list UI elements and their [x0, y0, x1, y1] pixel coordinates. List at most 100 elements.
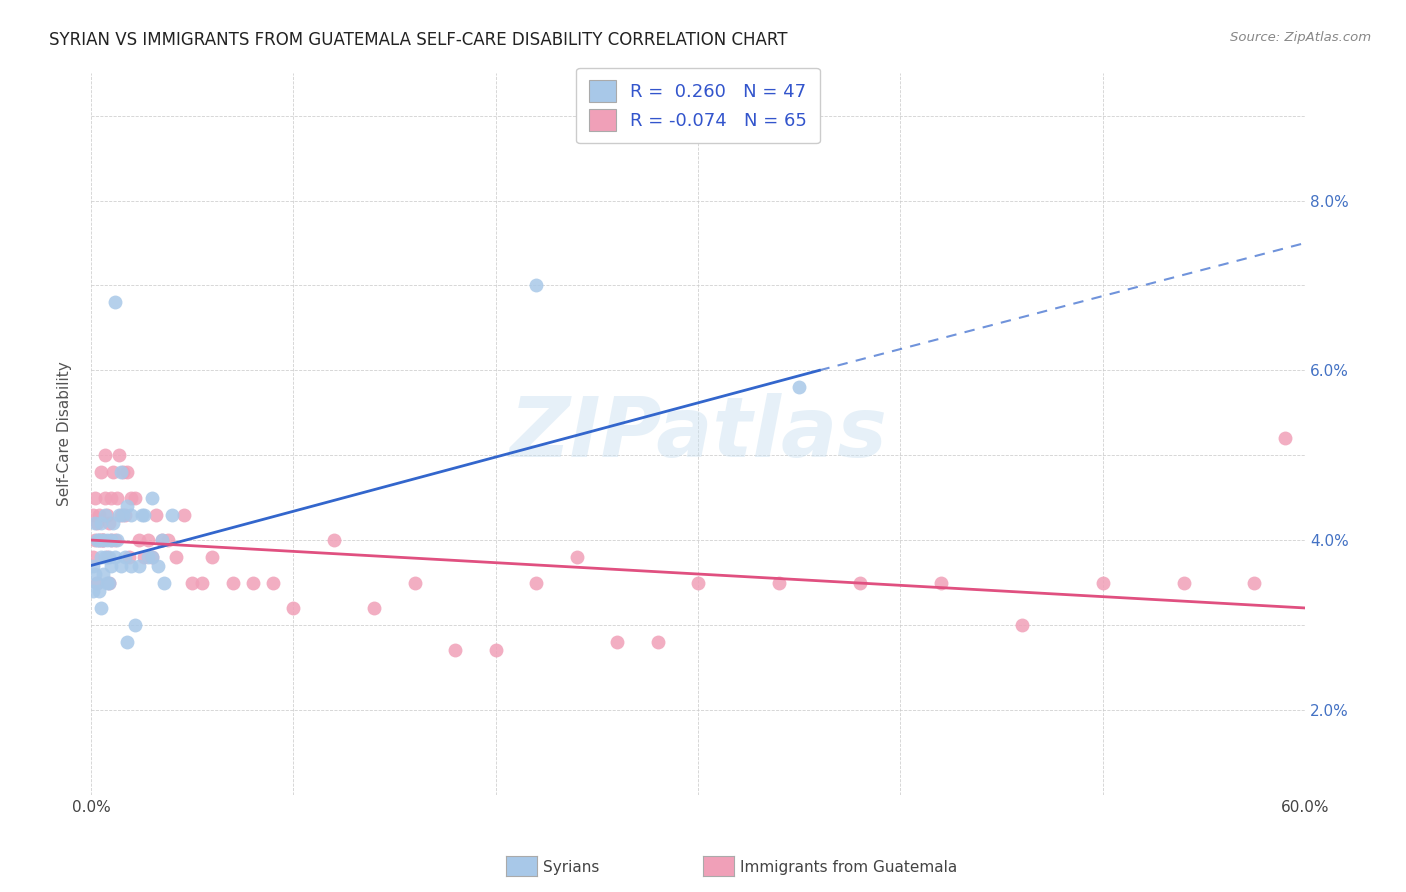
Point: [150, 533, 173, 547]
Point: [686, 575, 709, 590]
Point: [96, 533, 118, 547]
Point: [145, 508, 167, 522]
Point: [173, 508, 195, 522]
Point: [100, 533, 122, 547]
Point: [108, 508, 131, 522]
Point: [94, 549, 117, 564]
Point: [1274, 431, 1296, 445]
Point: [114, 508, 136, 522]
Text: Syrians: Syrians: [543, 860, 599, 874]
Point: [82, 584, 104, 599]
Point: [86, 575, 108, 590]
Point: [128, 558, 150, 573]
Point: [96, 508, 118, 522]
Point: [94, 508, 117, 522]
Point: [929, 575, 952, 590]
Point: [90, 549, 112, 564]
Point: [91, 533, 114, 547]
Point: [117, 635, 139, 649]
Point: [120, 508, 142, 522]
Point: [110, 465, 132, 479]
Point: [104, 549, 127, 564]
Point: [86, 575, 108, 590]
Point: [84, 516, 107, 530]
Point: [87, 584, 110, 599]
Point: [84, 533, 107, 547]
Point: [100, 491, 122, 505]
Point: [110, 508, 132, 522]
Point: [191, 575, 214, 590]
Point: [100, 558, 122, 573]
Point: [242, 575, 264, 590]
Text: Immigrants from Guatemala: Immigrants from Guatemala: [740, 860, 957, 874]
Point: [98, 575, 121, 590]
Point: [363, 601, 385, 615]
Point: [124, 491, 146, 505]
Point: [141, 491, 163, 505]
Point: [1243, 575, 1265, 590]
Point: [156, 533, 179, 547]
Point: [90, 516, 112, 530]
Point: [404, 575, 426, 590]
Point: [160, 508, 183, 522]
Point: [87, 533, 110, 547]
Point: [105, 533, 128, 547]
Point: [152, 575, 174, 590]
Point: [96, 575, 118, 590]
Point: [141, 549, 163, 564]
Point: [100, 533, 122, 547]
Point: [90, 465, 112, 479]
Point: [84, 491, 107, 505]
Point: [114, 549, 136, 564]
Point: [849, 575, 872, 590]
Point: [565, 549, 588, 564]
Point: [647, 635, 669, 649]
Point: [105, 491, 128, 505]
Point: [94, 448, 117, 462]
Point: [82, 558, 104, 573]
Text: SYRIAN VS IMMIGRANTS FROM GUATEMALA SELF-CARE DISABILITY CORRELATION CHART: SYRIAN VS IMMIGRANTS FROM GUATEMALA SELF…: [49, 31, 787, 49]
Point: [98, 575, 121, 590]
Point: [87, 508, 110, 522]
Point: [117, 499, 139, 513]
Point: [136, 549, 159, 564]
Point: [86, 533, 108, 547]
Point: [91, 567, 114, 582]
Point: [283, 601, 305, 615]
Point: [104, 295, 127, 310]
Point: [262, 575, 284, 590]
Point: [136, 533, 159, 547]
Point: [132, 508, 155, 522]
Point: [94, 491, 117, 505]
Point: [103, 465, 125, 479]
Point: [118, 549, 141, 564]
Point: [120, 558, 142, 573]
Point: [82, 549, 104, 564]
Point: [1173, 575, 1195, 590]
Point: [165, 549, 187, 564]
Y-axis label: Self-Care Disability: Self-Care Disability: [58, 361, 72, 507]
Point: [141, 549, 163, 564]
Text: ZIPatlas: ZIPatlas: [509, 393, 887, 475]
Point: [1011, 618, 1033, 632]
Point: [112, 465, 135, 479]
Point: [787, 380, 810, 394]
Point: [110, 558, 132, 573]
Point: [1091, 575, 1114, 590]
Point: [485, 643, 508, 657]
Point: [86, 516, 108, 530]
Point: [91, 533, 114, 547]
Point: [146, 558, 169, 573]
Point: [120, 491, 142, 505]
Point: [90, 533, 112, 547]
Point: [524, 278, 547, 293]
Point: [98, 549, 121, 564]
Point: [181, 575, 204, 590]
Legend: R =  0.260   N = 47, R = -0.074   N = 65: R = 0.260 N = 47, R = -0.074 N = 65: [576, 68, 820, 144]
Point: [524, 575, 547, 590]
Point: [124, 618, 146, 632]
Point: [87, 533, 110, 547]
Point: [112, 508, 135, 522]
Point: [98, 516, 121, 530]
Point: [768, 575, 790, 590]
